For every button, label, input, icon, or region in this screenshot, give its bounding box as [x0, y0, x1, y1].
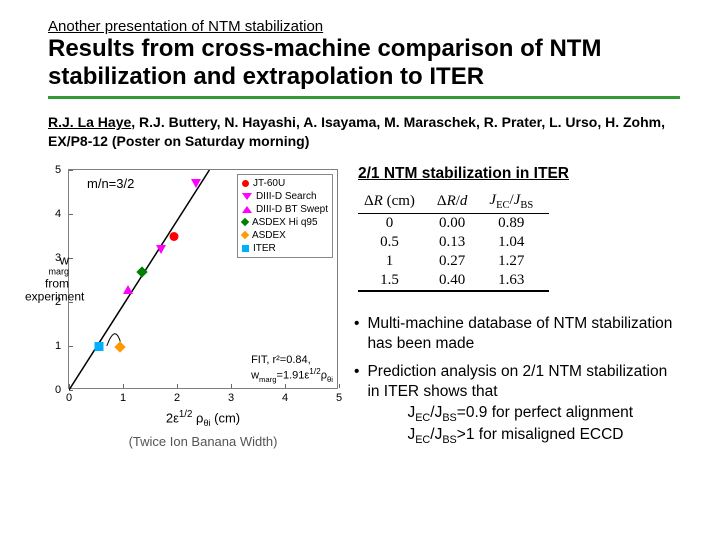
bullet-2-line2: JEC/JBS>1 for misaligned ECCD: [367, 425, 680, 447]
content-row: m/n=3/2 w marg from experiment JT-60UDII…: [48, 165, 680, 455]
chart-area: m/n=3/2 w marg from experiment JT-60UDII…: [68, 169, 338, 389]
iter-table: ΔR (cm)ΔR/dJEC/JBS00.000.890.50.131.0410…: [358, 189, 549, 292]
bullet-2: • Prediction analysis on 2/1 NTM stabili…: [352, 362, 680, 447]
other-authors: , R.J. Buttery, N. Hayashi, A. Isayama, …: [48, 114, 665, 149]
table-title: 2/1 NTM stabilization in ITER: [358, 165, 680, 183]
author-list: R.J. La Haye, R.J. Buttery, N. Hayashi, …: [48, 113, 680, 151]
primary-author: R.J. La Haye: [48, 114, 131, 130]
chart-wrap: m/n=3/2 w marg from experiment JT-60UDII…: [48, 169, 338, 449]
bullet-list: • Multi-machine database of NTM stabiliz…: [352, 314, 680, 447]
x-axis-sublabel: (Twice Ion Banana Width): [68, 434, 338, 449]
bullet-2-line1: JEC/JBS=0.9 for perfect alignment: [367, 403, 680, 425]
bullet-1: • Multi-machine database of NTM stabiliz…: [352, 314, 680, 354]
title-rule: [48, 96, 680, 99]
overline-text: Another presentation of NTM stabilizatio…: [48, 18, 680, 35]
bullet-1-text: Multi-machine database of NTM stabilizat…: [367, 314, 680, 354]
y-axis-label: w marg from experiment: [25, 254, 69, 305]
bullet-2-text: Prediction analysis on 2/1 NTM stabiliza…: [367, 362, 680, 447]
table-column: 2/1 NTM stabilization in ITER ΔR (cm)ΔR/…: [352, 165, 680, 455]
page-title: Results from cross-machine comparison of…: [48, 35, 680, 90]
x-axis-label: 2ε1/2 ρθi (cm): [68, 409, 338, 428]
bullet-dot-icon: •: [354, 362, 359, 447]
bullet-dot-icon: •: [354, 314, 359, 354]
chart-column: m/n=3/2 w marg from experiment JT-60UDII…: [48, 165, 338, 455]
